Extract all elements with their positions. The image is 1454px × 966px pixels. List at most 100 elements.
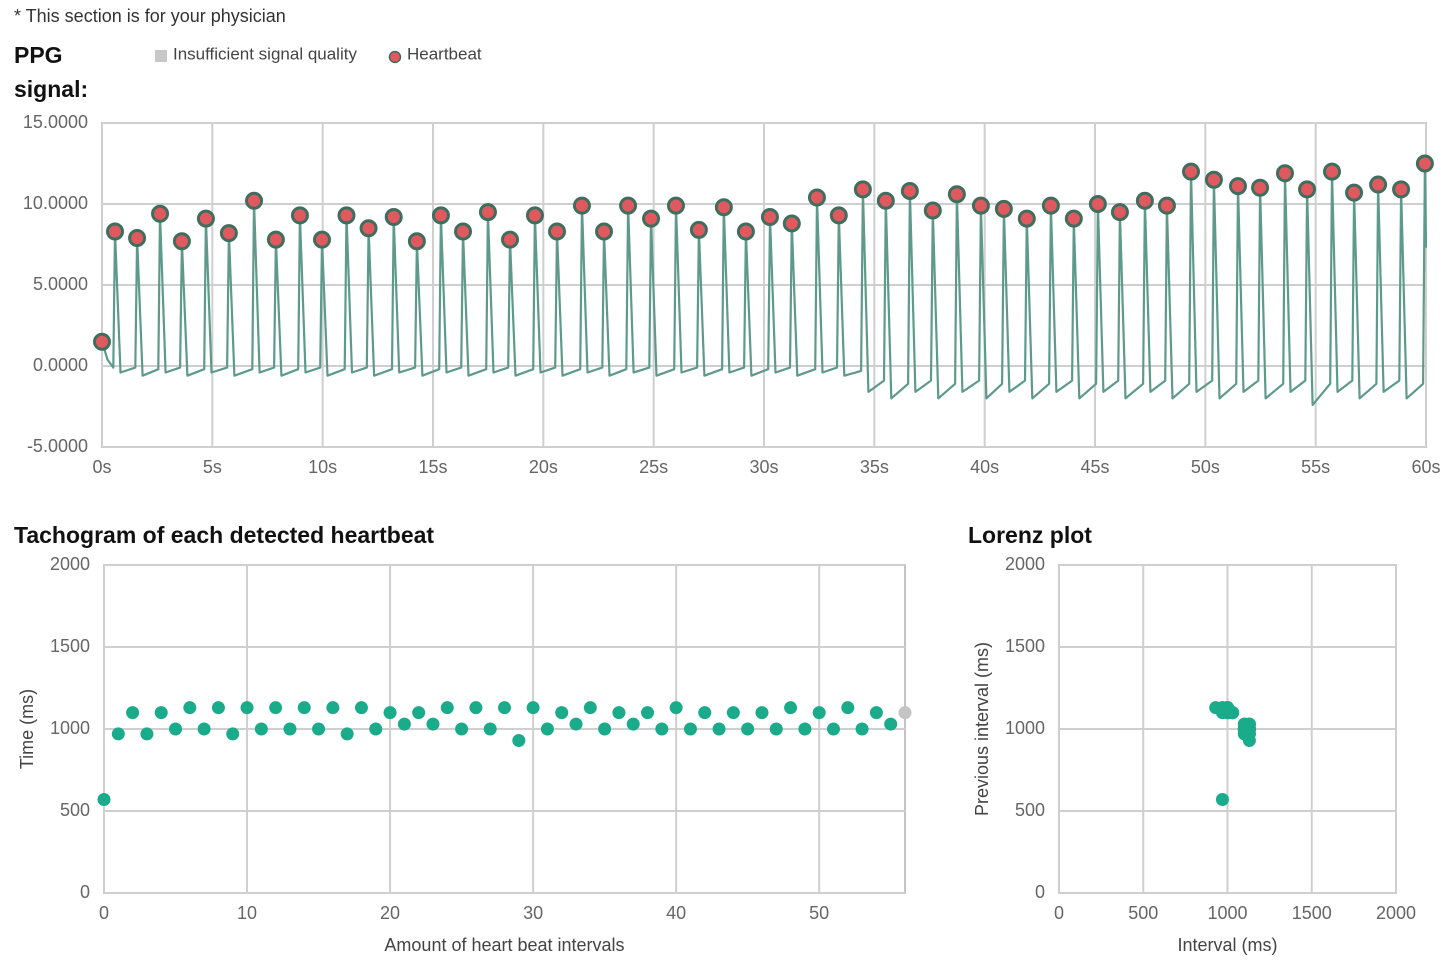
data-point bbox=[383, 706, 397, 720]
data-point bbox=[106, 222, 125, 241]
data-point bbox=[455, 722, 469, 736]
data-point bbox=[337, 206, 356, 225]
data-point bbox=[512, 733, 526, 747]
data-point bbox=[1228, 177, 1247, 196]
data-point bbox=[397, 717, 411, 731]
data-point bbox=[812, 706, 826, 720]
y-tick-label: 5.0000 bbox=[33, 274, 88, 294]
data-point bbox=[312, 722, 326, 736]
data-point bbox=[469, 701, 483, 715]
x-tick-label: 10 bbox=[237, 903, 257, 923]
data-point bbox=[169, 722, 183, 736]
x-tick-label: 40s bbox=[970, 457, 999, 477]
data-point bbox=[1041, 196, 1060, 215]
y-tick-label: 1000 bbox=[1005, 718, 1045, 738]
data-point bbox=[884, 717, 898, 731]
x-tick-label: 25s bbox=[639, 457, 668, 477]
data-point bbox=[172, 232, 191, 251]
data-point bbox=[1251, 178, 1270, 197]
x-tick-label: 0s bbox=[92, 457, 111, 477]
y-axis-label: Time (ms) bbox=[17, 689, 37, 769]
data-point bbox=[407, 232, 426, 251]
data-point bbox=[641, 706, 655, 720]
data-point bbox=[483, 722, 497, 736]
x-tick-label: 30s bbox=[749, 457, 778, 477]
data-point bbox=[726, 706, 740, 720]
data-point bbox=[426, 717, 440, 731]
data-point bbox=[196, 209, 215, 228]
data-point bbox=[1135, 191, 1154, 210]
data-point bbox=[431, 206, 450, 225]
x-axis-label: Amount of heart beat intervals bbox=[384, 935, 624, 955]
data-point bbox=[526, 701, 540, 715]
x-tick-label: 35s bbox=[860, 457, 889, 477]
y-tick-label: 1000 bbox=[50, 718, 90, 738]
y-tick-label: 1500 bbox=[1005, 636, 1045, 656]
y-tick-label: 500 bbox=[1015, 800, 1045, 820]
data-point bbox=[340, 727, 354, 741]
data-point bbox=[498, 701, 511, 715]
data-point bbox=[1215, 793, 1229, 807]
y-tick-label: 10.0000 bbox=[23, 193, 88, 213]
x-tick-label: 40 bbox=[666, 903, 686, 923]
data-point bbox=[841, 701, 855, 715]
data-point bbox=[782, 214, 801, 233]
chart-title: Tachogram of each detected heartbeat bbox=[14, 522, 435, 548]
data-point bbox=[1181, 162, 1200, 181]
data-point bbox=[111, 727, 125, 741]
y-tick-label: 1500 bbox=[50, 636, 90, 656]
x-tick-label: 1000 bbox=[1207, 903, 1247, 923]
data-point bbox=[971, 196, 990, 215]
data-point bbox=[93, 332, 111, 351]
data-point bbox=[755, 706, 769, 720]
x-tick-label: 0 bbox=[99, 903, 109, 923]
y-tick-label: 2000 bbox=[1005, 554, 1045, 574]
x-tick-label: 500 bbox=[1128, 903, 1158, 923]
data-point bbox=[1088, 195, 1107, 213]
data-point bbox=[642, 209, 661, 228]
data-point bbox=[240, 701, 254, 715]
data-point bbox=[525, 206, 544, 225]
data-point bbox=[1209, 701, 1223, 715]
data-point bbox=[555, 706, 569, 720]
data-point bbox=[1242, 733, 1256, 747]
data-point bbox=[572, 196, 591, 215]
data-point bbox=[197, 722, 211, 736]
data-point bbox=[714, 198, 733, 217]
data-point bbox=[1392, 180, 1411, 199]
data-point bbox=[290, 206, 309, 225]
y-tick-label: 0 bbox=[1035, 882, 1045, 902]
data-point bbox=[736, 222, 755, 241]
data-point bbox=[994, 199, 1013, 218]
data-point bbox=[501, 230, 520, 249]
data-point bbox=[947, 185, 966, 204]
data-point bbox=[569, 717, 583, 731]
data-point bbox=[876, 191, 895, 210]
data-point bbox=[655, 722, 669, 736]
data-point bbox=[619, 196, 638, 215]
y-tick-label: 2000 bbox=[50, 554, 90, 574]
data-point bbox=[626, 717, 640, 731]
x-tick-label: 50s bbox=[1191, 457, 1220, 477]
y-tick-label: 0 bbox=[80, 882, 90, 902]
signal-line bbox=[100, 162, 1428, 406]
x-tick-label: 15s bbox=[418, 457, 447, 477]
data-point bbox=[698, 706, 712, 720]
data-point bbox=[540, 722, 554, 736]
data-point bbox=[683, 722, 697, 736]
data-point bbox=[128, 229, 147, 248]
data-point bbox=[440, 701, 454, 715]
y-tick-label: -5.0000 bbox=[27, 436, 88, 456]
data-point bbox=[1322, 162, 1341, 181]
data-point bbox=[807, 188, 826, 207]
legend-swatch bbox=[155, 50, 167, 62]
x-tick-label: 20s bbox=[529, 457, 558, 477]
data-point bbox=[1226, 706, 1240, 720]
data-point bbox=[666, 196, 685, 215]
x-tick-label: 60s bbox=[1411, 457, 1440, 477]
data-point bbox=[826, 722, 840, 736]
data-point bbox=[583, 701, 597, 715]
data-point bbox=[454, 222, 473, 241]
data-point bbox=[226, 727, 240, 741]
y-tick-label: 0.0000 bbox=[33, 355, 88, 375]
